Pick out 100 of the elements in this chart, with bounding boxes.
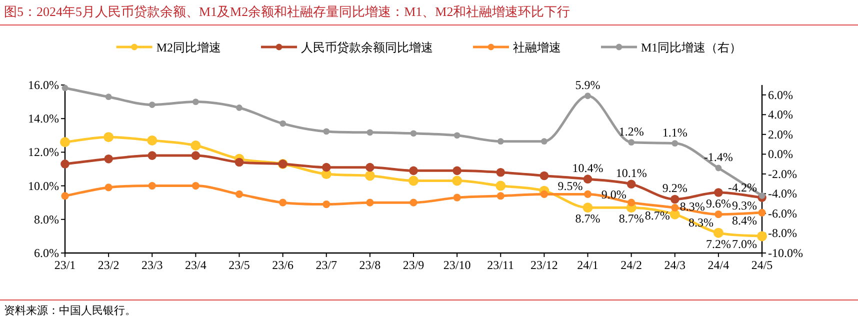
- point: [672, 140, 678, 147]
- data-label: 10.1%: [616, 166, 647, 180]
- x-tick-label: 23/1: [54, 258, 76, 272]
- data-label: 8.7%: [644, 208, 670, 223]
- point: [584, 190, 592, 198]
- point: [452, 176, 462, 186]
- point: [148, 151, 157, 160]
- point: [192, 98, 199, 105]
- point: [147, 135, 158, 146]
- point: [192, 182, 200, 190]
- data-label: 9.5%: [558, 179, 583, 194]
- data-label: 10.4%: [572, 161, 604, 176]
- y2-tick-label: 2.0%: [768, 127, 793, 142]
- x-tick-label: 24/3: [664, 258, 686, 272]
- point: [496, 168, 506, 177]
- point: [758, 208, 766, 216]
- data-label: -4.2%: [728, 180, 757, 195]
- point: [60, 137, 70, 148]
- y2-tick-label: 0.0%: [768, 147, 793, 162]
- x-tick-label: 23/4: [185, 258, 206, 272]
- data-label: 9.2%: [662, 181, 688, 196]
- legend-label: 社融增速: [513, 40, 561, 54]
- chart-title: 图5：2024年5月人民币贷款余额、M1及M2余额和社融存量同比增速：M1、M2和社融增速环比下行: [4, 4, 570, 19]
- point: [60, 160, 70, 168]
- point: [452, 166, 462, 176]
- point: [322, 162, 331, 172]
- point: [670, 194, 680, 204]
- x-tick-label: 23/3: [141, 258, 163, 272]
- y2-tick-label: 6.0%: [768, 88, 793, 102]
- data-label: 9.0%: [601, 188, 626, 202]
- point: [496, 192, 504, 200]
- data-label: 9.3%: [732, 198, 757, 213]
- y-tick-label: 12.0%: [28, 145, 59, 160]
- point: [758, 192, 766, 199]
- legend-label: 人民币贷款余额同比增速: [301, 40, 433, 54]
- point: [540, 171, 549, 180]
- data-label: 7.2%: [706, 236, 731, 251]
- point: [104, 132, 114, 142]
- data-label: 1.1%: [662, 125, 688, 140]
- x-tick-label: 23/11: [487, 258, 514, 272]
- point: [410, 198, 418, 206]
- point: [322, 200, 330, 208]
- point: [714, 210, 722, 218]
- point: [628, 198, 636, 206]
- point: [105, 94, 112, 100]
- point: [366, 162, 374, 172]
- data-label: 7.0%: [732, 237, 757, 252]
- point: [234, 158, 244, 167]
- point: [366, 129, 374, 136]
- point: [540, 190, 548, 198]
- point: [713, 228, 724, 238]
- point: [148, 102, 156, 108]
- point: [757, 231, 767, 242]
- point: [61, 192, 69, 200]
- data-label: 8.4%: [732, 214, 757, 228]
- x-tick-label: 24/5: [751, 258, 773, 272]
- y2-tick-label: -4.0%: [768, 186, 797, 201]
- point: [453, 194, 461, 202]
- data-label: 1.2%: [618, 124, 644, 138]
- x-tick-label: 24/1: [577, 258, 598, 272]
- point: [366, 198, 374, 206]
- x-tick-label: 23/9: [402, 258, 424, 272]
- point: [540, 138, 548, 145]
- point: [626, 180, 636, 189]
- point: [454, 132, 460, 139]
- y-tick-label: 10.0%: [28, 178, 59, 193]
- point: [584, 92, 591, 100]
- point: [280, 120, 286, 127]
- point: [104, 154, 113, 164]
- y-tick-label: 16.0%: [28, 78, 59, 92]
- point: [409, 166, 418, 176]
- x-tick-label: 24/2: [620, 258, 642, 272]
- y-tick-label: 14.0%: [28, 112, 59, 126]
- point: [497, 138, 504, 145]
- point: [235, 190, 244, 198]
- text: 资料来源：中国人民银行。: [4, 304, 136, 317]
- y2-tick-label: -6.0%: [768, 206, 797, 220]
- x-tick-label: 23/10: [443, 258, 471, 272]
- point: [191, 151, 200, 160]
- data-label: 8.7%: [618, 212, 644, 226]
- y2-tick-label: -10.0%: [768, 246, 803, 260]
- x-tick-label: 23/7: [316, 258, 338, 272]
- x-tick-label: 23/12: [530, 258, 558, 272]
- point: [582, 202, 593, 213]
- x-tick-label: 23/8: [359, 258, 381, 272]
- data-label: 9.6%: [706, 196, 731, 211]
- point: [408, 176, 418, 186]
- point: [104, 184, 112, 192]
- data-label: -1.4%: [704, 150, 733, 164]
- x-tick-label: 23/2: [98, 258, 120, 272]
- legend-label: M2同比增速: [156, 40, 221, 54]
- point: [148, 182, 156, 190]
- legend-label: M1同比增速（右）: [641, 40, 742, 54]
- point: [496, 180, 506, 191]
- point: [715, 164, 722, 172]
- data-label: 8.7%: [575, 212, 600, 226]
- x-tick-label: 23/6: [272, 258, 294, 272]
- data-label: 8.3%: [680, 199, 705, 214]
- point: [628, 139, 635, 146]
- point: [583, 174, 592, 184]
